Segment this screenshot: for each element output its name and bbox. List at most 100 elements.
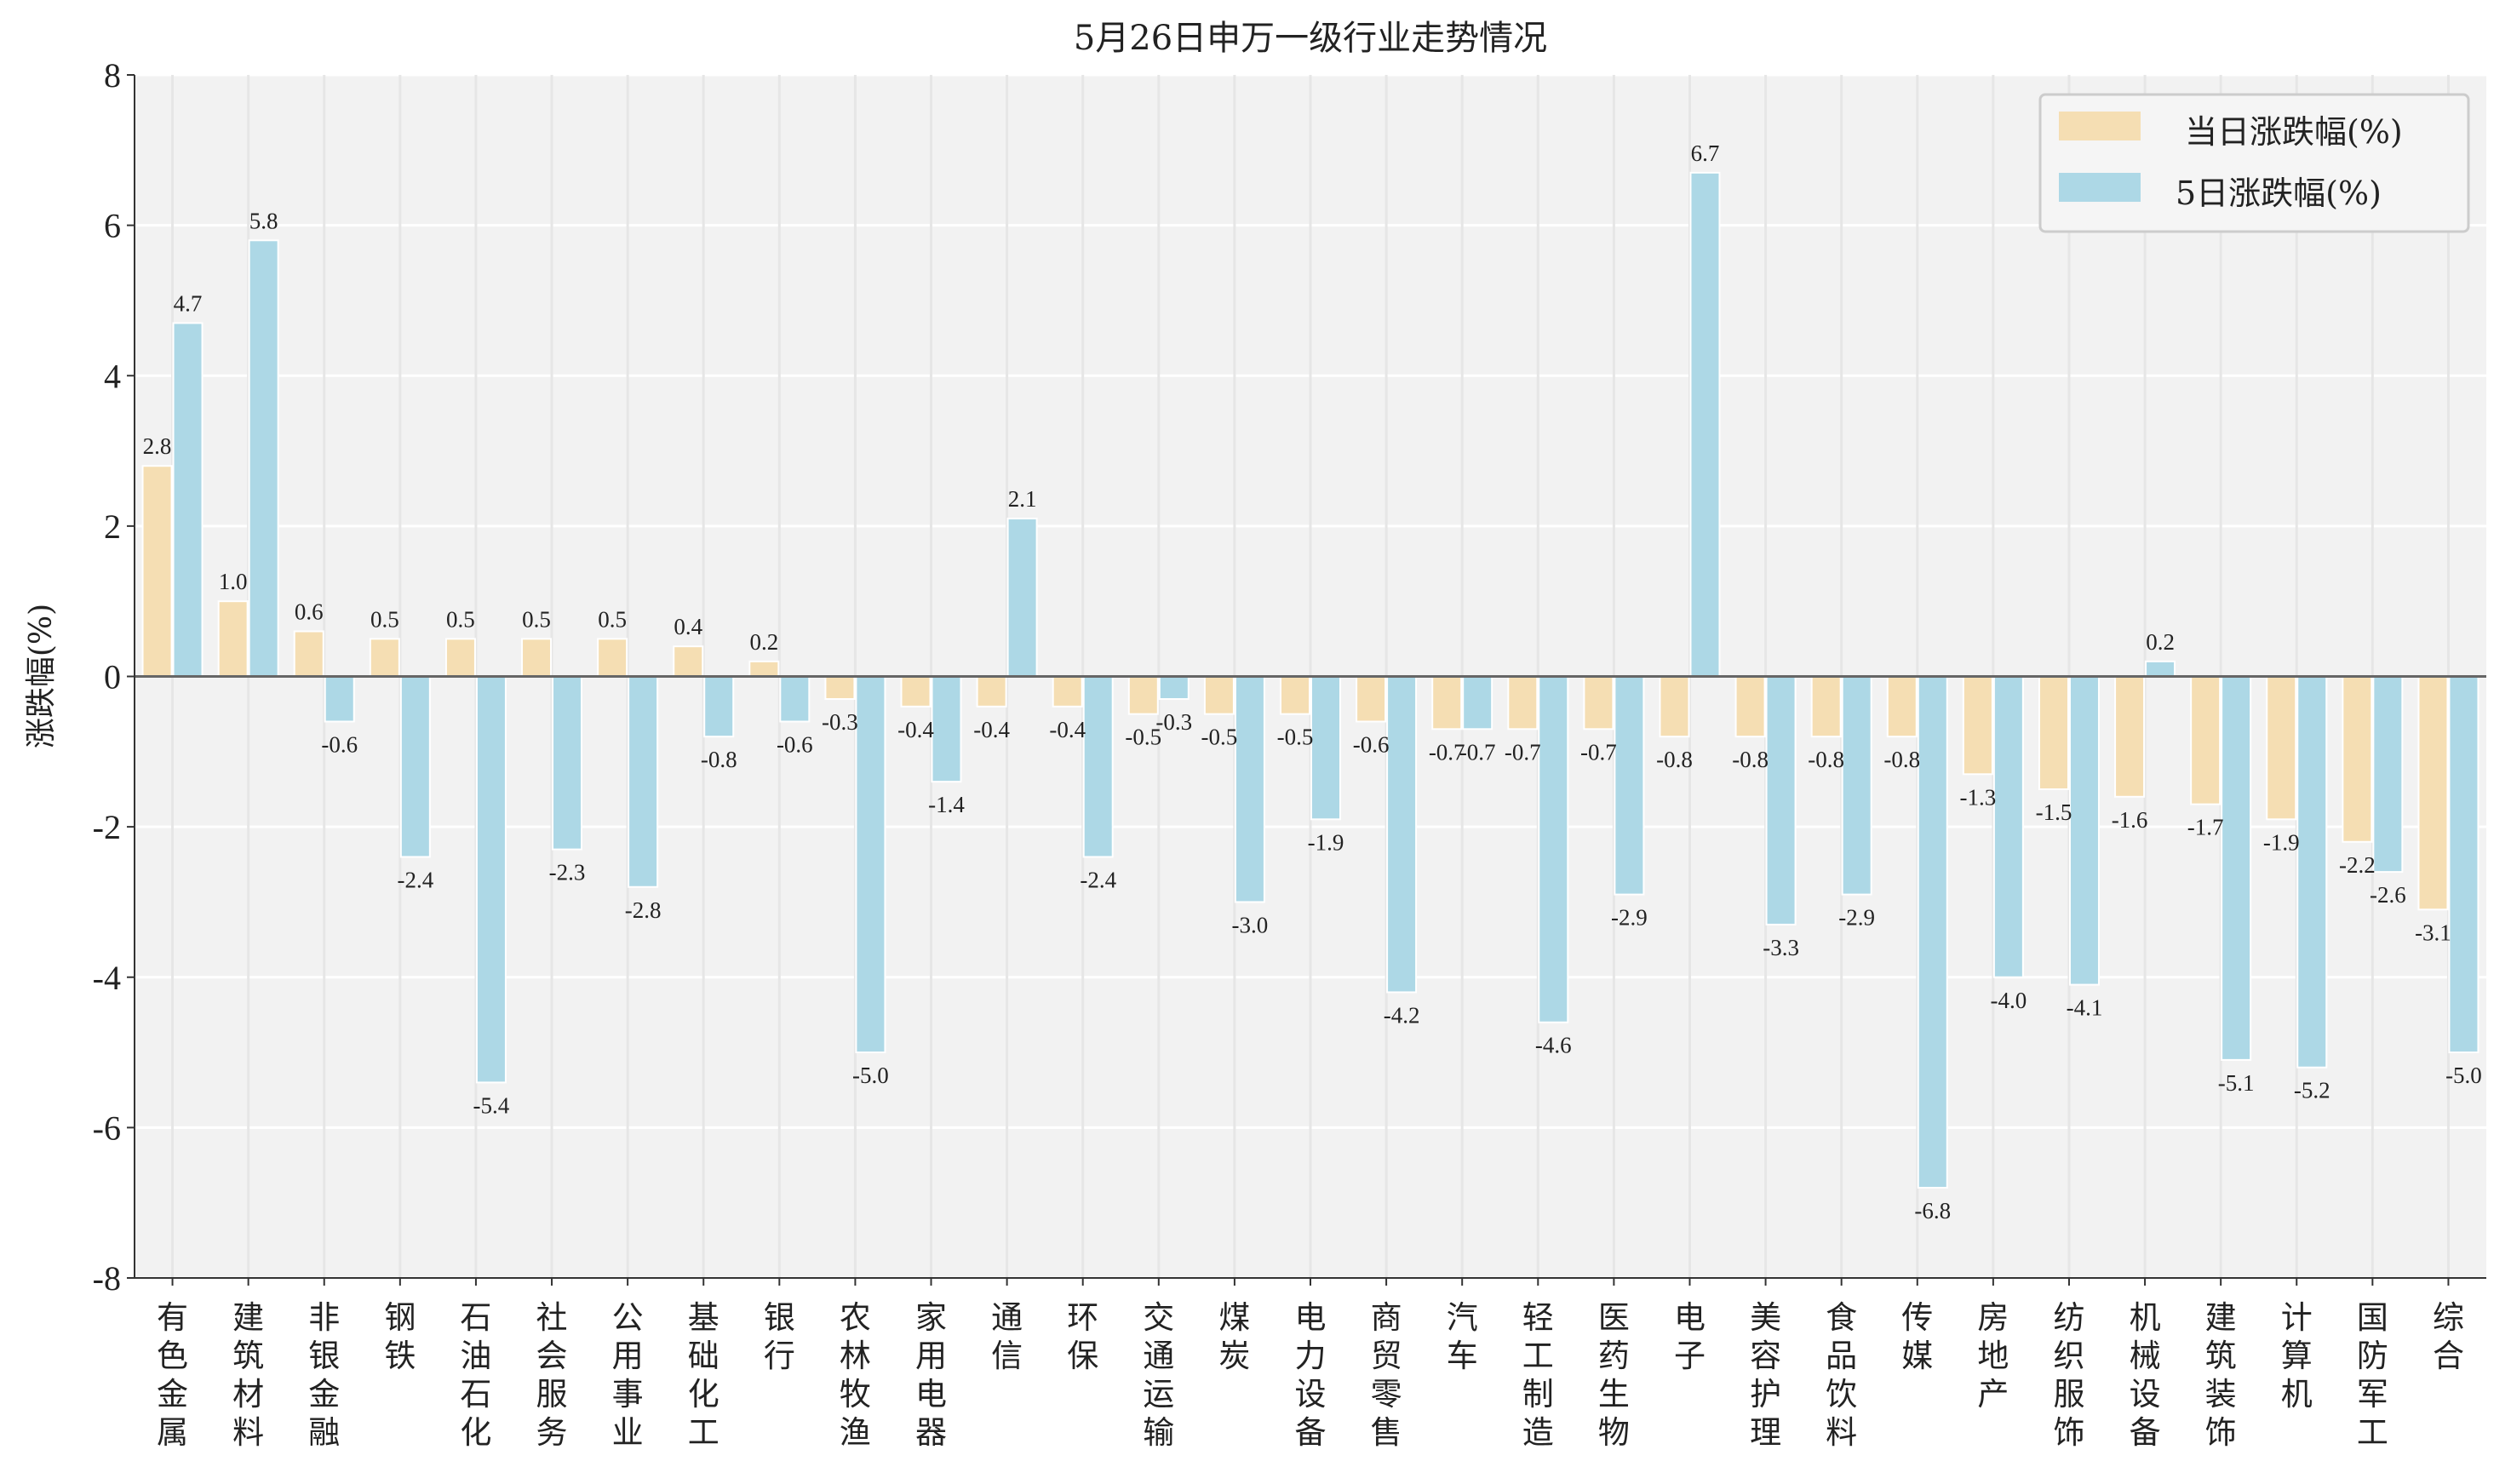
legend-label-5day: 5日涨跌幅(%) <box>2176 175 2382 212</box>
x-tick-labels: 有色金属 建筑材料 非银金融 钢铁 石油石化 社会服务 公用事业 基础化工 银行 农林牧渔 家用电器… <box>157 1278 2464 1451</box>
bar-5day <box>1234 675 1265 903</box>
data-label-5day: -2.8 <box>625 897 662 923</box>
data-label-5day: -6.8 <box>1914 1198 1951 1223</box>
data-label-daily: 1.0 <box>219 569 248 594</box>
data-label-daily: -0.5 <box>1201 725 1238 750</box>
data-label-daily: -1.3 <box>1959 784 1996 810</box>
x-tick-label: 交通运输 <box>1143 1299 1174 1451</box>
data-label-5day: 2.1 <box>1008 486 1037 512</box>
chart-title: 5月26日申万一级行业走势情况 <box>1074 19 1547 58</box>
data-label-5day: -0.3 <box>1155 709 1192 735</box>
x-tick-label: 基础化工 <box>688 1299 719 1451</box>
bar-daily <box>1356 675 1387 723</box>
bar-5day <box>1538 675 1569 1023</box>
data-label-daily: 0.6 <box>295 599 324 625</box>
x-tick-label: 机械设备 <box>2130 1299 2161 1451</box>
x-tick-label: 美容护理 <box>1750 1299 1781 1451</box>
data-label-5day: -4.6 <box>1535 1033 1572 1058</box>
data-label-5day: -5.0 <box>2445 1063 2482 1088</box>
bar-daily <box>1659 675 1690 738</box>
data-label-daily: -2.2 <box>2339 852 2376 878</box>
data-label-5day: -5.1 <box>2218 1070 2255 1096</box>
bar-daily <box>217 600 249 678</box>
y-tick-label: 6 <box>104 207 121 245</box>
data-label-5day: -5.2 <box>2294 1078 2330 1103</box>
data-label-daily: -0.6 <box>1353 731 1390 757</box>
data-label-daily: -0.4 <box>973 717 1010 742</box>
bar-5day <box>399 675 431 858</box>
bar-daily <box>824 675 856 700</box>
y-tick-label: -6 <box>93 1109 121 1147</box>
bar-daily <box>2038 675 2069 790</box>
bar-5day <box>628 675 659 888</box>
bar-5day <box>1006 518 1038 678</box>
bars <box>141 171 2479 1189</box>
bar-daily <box>673 645 704 678</box>
data-label-daily: -0.8 <box>1656 747 1693 772</box>
bar-5day <box>172 322 204 678</box>
x-tick-label: 传媒 <box>1901 1299 1933 1374</box>
data-label-5day: -4.0 <box>1990 988 2027 1013</box>
data-label-5day: -1.4 <box>928 792 965 817</box>
data-label-5day: -4.2 <box>1384 1002 1420 1028</box>
bar-5day <box>2068 675 2100 986</box>
data-label-5day: -2.9 <box>1838 905 1875 931</box>
data-label-daily: 2.8 <box>143 433 172 459</box>
bar-daily <box>1052 675 1083 708</box>
bar-daily <box>900 675 932 708</box>
data-label-daily: -0.5 <box>1125 725 1161 750</box>
x-tick-label: 家用电器 <box>915 1299 947 1451</box>
data-label-5day: 4.7 <box>174 290 203 316</box>
bar-5day <box>1992 675 2024 978</box>
x-tick-label: 石油石化 <box>460 1299 491 1451</box>
data-label-daily: -3.1 <box>2415 920 2451 945</box>
bar-5day <box>703 675 735 738</box>
x-tick-label: 公用事业 <box>612 1299 644 1451</box>
data-label-daily: -0.7 <box>1580 739 1617 765</box>
bar-daily <box>976 675 1007 708</box>
bar-5day <box>2145 660 2176 678</box>
bar-daily <box>2114 675 2146 798</box>
bar-5day <box>1689 171 1721 678</box>
data-label-daily: -1.9 <box>2263 829 2300 855</box>
data-label-daily: -0.8 <box>1732 747 1769 772</box>
data-label-5day: -1.9 <box>1308 829 1344 855</box>
data-label-5day: -2.4 <box>1080 867 1116 892</box>
bar-5day <box>1841 675 1872 896</box>
bar-daily <box>521 638 553 678</box>
x-tick-label: 电子 <box>1674 1299 1706 1374</box>
data-label-5day: -2.6 <box>2370 882 2406 908</box>
data-label-5day: -3.0 <box>1232 912 1269 937</box>
bar-daily <box>293 630 324 678</box>
bar-daily <box>1203 675 1235 715</box>
bar-daily <box>1886 675 1918 738</box>
bar-5day <box>2372 675 2404 874</box>
bar-daily <box>444 638 476 678</box>
bar-5day <box>2448 675 2479 1054</box>
data-label-daily: 0.5 <box>446 606 475 632</box>
data-label-5day: -4.1 <box>2067 995 2103 1021</box>
data-label-daily: 0.2 <box>749 629 778 655</box>
x-tick-label: 医药生物 <box>1598 1299 1630 1451</box>
bar-daily <box>1431 675 1463 731</box>
data-label-daily: -0.4 <box>897 717 934 742</box>
x-tick-label: 建筑装饰 <box>2205 1299 2237 1451</box>
bar-5day <box>248 239 279 678</box>
data-label-5day: -2.3 <box>549 860 586 885</box>
bar-5day <box>1386 675 1418 994</box>
bar-daily <box>2417 675 2449 911</box>
legend-swatch-5day <box>2059 173 2141 202</box>
y-tick-label: -2 <box>93 808 121 846</box>
data-label-daily: -1.6 <box>2112 807 2148 833</box>
data-label-daily: -0.8 <box>1808 747 1844 772</box>
data-label-5day: 6.7 <box>1691 140 1720 166</box>
x-tick-label: 纺织服饰 <box>2053 1299 2084 1451</box>
data-label-daily: -1.7 <box>2187 815 2224 840</box>
data-label-5day: -0.6 <box>321 731 358 757</box>
bar-5day <box>779 675 811 723</box>
bar-5day <box>1917 675 1948 1189</box>
x-tick-label: 银行 <box>764 1299 795 1374</box>
bar-5day <box>1614 675 1645 896</box>
bar-5day <box>1082 675 1114 858</box>
x-tick-label: 非银金融 <box>308 1299 340 1451</box>
